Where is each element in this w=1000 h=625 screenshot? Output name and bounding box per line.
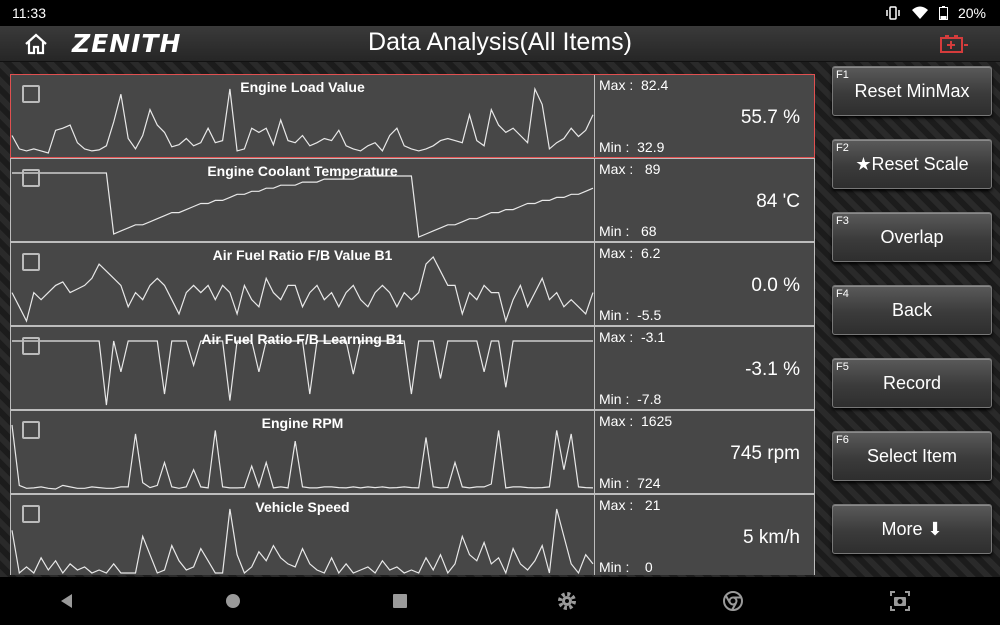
data-item-row[interactable]: Air Fuel Ratio F/B Learning B1 Max : -3.1…	[10, 326, 815, 410]
trend-line	[11, 86, 594, 154]
item-checkbox[interactable]	[22, 169, 40, 187]
max-value: Max : 21	[599, 497, 661, 513]
min-value: Min : -5.5	[599, 307, 662, 323]
item-checkbox[interactable]	[22, 85, 40, 103]
min-value: Min : 724	[599, 475, 661, 491]
fkey-button-6[interactable]: F6 Select Item	[832, 431, 992, 481]
min-value: Min : 32.9	[599, 139, 665, 155]
item-name: Engine Load Value	[240, 79, 365, 95]
current-value: 55.7 %	[740, 107, 800, 128]
item-checkbox[interactable]	[22, 253, 40, 271]
fkey-button-3[interactable]: F3 Overlap	[832, 212, 992, 262]
item-values-panel: Max : 82.4 55.7 % Min : 32.9	[594, 75, 814, 157]
fkey-label: Reset MinMax	[854, 81, 970, 101]
trend-graph	[12, 340, 593, 406]
max-value: Max : -3.1	[599, 329, 666, 345]
gear-icon[interactable]	[555, 589, 579, 613]
min-value: Min : 68	[599, 223, 657, 239]
fkey-number: F4	[836, 288, 849, 300]
fkey-button-4[interactable]: F4 Back	[832, 285, 992, 335]
item-name: Engine Coolant Temperature	[207, 163, 398, 179]
home-icon[interactable]	[22, 30, 50, 58]
min-value: Min : 0	[599, 559, 653, 575]
min-value: Min : -7.8	[599, 391, 662, 407]
trend-graph	[11, 255, 594, 324]
square-recents-icon[interactable]	[388, 589, 412, 613]
trend-graph	[11, 424, 594, 490]
status-time: 11:33	[12, 5, 46, 21]
camera-icon[interactable]	[888, 589, 912, 613]
current-value: 0.0 %	[751, 275, 800, 296]
circle-home-icon[interactable]	[221, 589, 245, 613]
fkey-number: F2	[836, 142, 849, 154]
data-item-row[interactable]: Engine Load Value Max : 82.4 55.7 % Min : 3…	[10, 74, 815, 158]
current-value: 745 rpm	[730, 443, 800, 464]
status-bar: 11:33 20%	[0, 0, 1000, 26]
item-checkbox[interactable]	[22, 337, 40, 355]
fkey-button-5[interactable]: F5 Record	[832, 358, 992, 408]
battery-status-icon	[938, 6, 948, 20]
item-name: Engine RPM	[261, 415, 344, 431]
status-icons: 20%	[885, 5, 986, 21]
fkey-number: F3	[836, 215, 849, 227]
trend-line	[12, 340, 593, 406]
data-item-row[interactable]: Engine RPM Max : 1625 745 rpm Min : 724	[10, 410, 815, 494]
fkey-number: F6	[836, 434, 849, 446]
trend-graph	[11, 508, 594, 575]
system-nav-bar	[0, 577, 1000, 625]
item-checkbox[interactable]	[22, 421, 40, 439]
trend-line	[11, 424, 594, 490]
brand-logo: ZENITH	[72, 29, 182, 58]
item-name: Air Fuel Ratio F/B Learning B1	[201, 331, 404, 347]
fkey-label: Overlap	[880, 227, 944, 247]
battery-alert-icon	[940, 35, 968, 53]
fkey-button-7[interactable]: More ⬇	[832, 504, 992, 554]
current-value: -3.1 %	[745, 359, 800, 380]
trend-graph	[12, 172, 594, 238]
fkey-label: Back	[891, 300, 933, 320]
current-value: 5 km/h	[742, 527, 800, 548]
item-values-panel: Max : 1625 745 rpm Min : 724	[594, 411, 814, 493]
app-bar: ZENITH Data Analysis(All Items)	[0, 26, 1000, 62]
trend-line	[11, 255, 594, 324]
data-item-list[interactable]: Engine Load Value Max : 82.4 55.7 % Min : 3…	[10, 74, 815, 575]
vibrate-icon	[886, 6, 900, 20]
wifi-icon	[911, 6, 928, 19]
chrome-icon[interactable]	[721, 589, 745, 613]
data-item-row[interactable]: Vehicle Speed Max : 21 5 km/h Min : 0	[10, 494, 815, 575]
max-value: Max : 82.4	[599, 77, 669, 93]
fkey-label: More ⬇	[881, 519, 943, 539]
item-values-panel: Max : 89 84 'C Min : 68	[594, 159, 814, 241]
item-values-panel: Max : -3.1 -3.1 % Min : -7.8	[594, 327, 814, 409]
max-value: Max : 89	[599, 161, 661, 177]
fkey-number: F5	[836, 361, 849, 373]
trend-graph	[11, 86, 594, 154]
current-value: 84 'C	[756, 191, 800, 212]
item-name: Vehicle Speed	[255, 499, 350, 515]
item-values-panel: Max : 6.2 0.0 % Min : -5.5	[594, 243, 814, 325]
item-checkbox[interactable]	[22, 505, 40, 523]
max-value: Max : 6.2	[599, 245, 661, 261]
item-values-panel: Max : 21 5 km/h Min : 0	[594, 495, 814, 575]
fkey-label: Record	[882, 373, 942, 393]
data-item-row[interactable]: Engine Coolant Temperature Max : 89 84 'C M…	[10, 158, 815, 242]
fkey-number: F1	[836, 69, 849, 81]
page-title: Data Analysis(All Items)	[368, 28, 632, 56]
back-triangle-icon[interactable]	[55, 589, 79, 613]
data-item-row[interactable]: Air Fuel Ratio F/B Value B1 Max : 6.2 0.0 …	[10, 242, 815, 326]
max-value: Max : 1625	[599, 413, 673, 429]
trend-line	[11, 508, 594, 575]
fkey-button-1[interactable]: F1 Reset MinMax	[832, 66, 992, 116]
fkey-label: Select Item	[866, 446, 958, 466]
main-area: Engine Load Value Max : 82.4 55.7 % Min : 3…	[0, 62, 1000, 577]
battery-percent: 20%	[957, 5, 986, 21]
fkey-button-2[interactable]: F2 ★Reset Scale	[832, 139, 992, 189]
trend-line	[12, 172, 594, 238]
function-key-panel: F1 Reset MinMax F2 ★Reset Scale F3 Overlap F4 B…	[826, 62, 1000, 577]
fkey-label: ★Reset Scale	[855, 154, 969, 174]
item-name: Air Fuel Ratio F/B Value B1	[212, 247, 393, 263]
